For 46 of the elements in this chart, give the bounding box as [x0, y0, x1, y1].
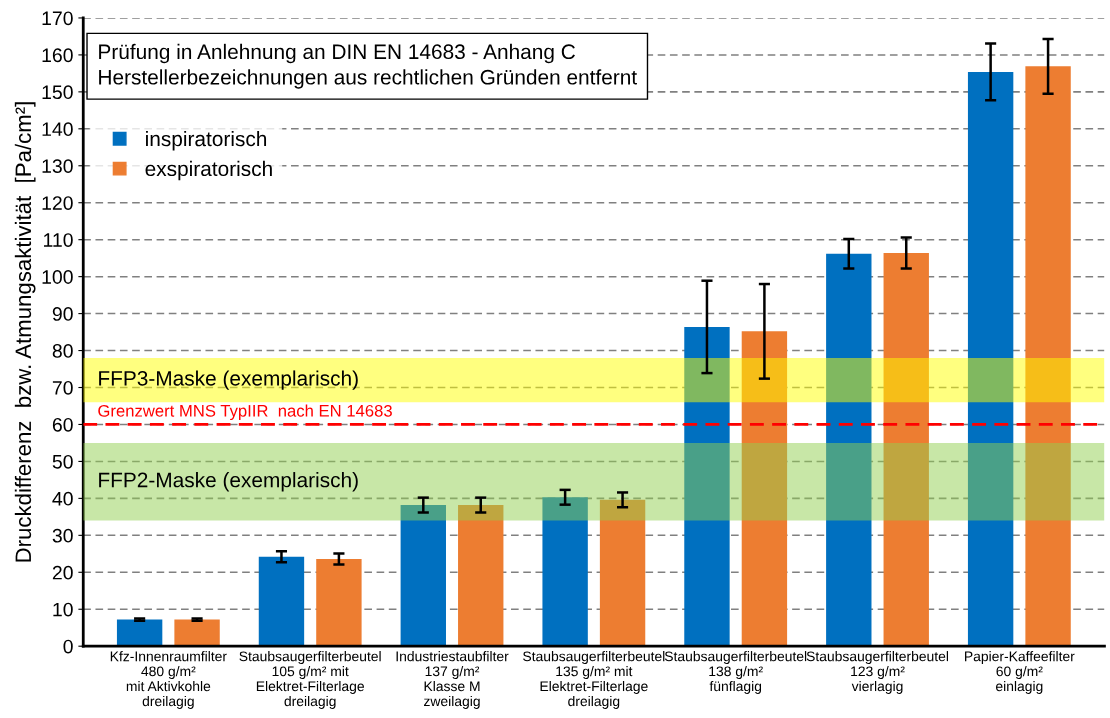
- bar: [826, 253, 872, 647]
- bar: [316, 558, 362, 647]
- y-tick-label: 10: [53, 602, 73, 617]
- legend-label: inspiratorisch: [146, 130, 267, 151]
- ref-line-label: Grenzwert MNS TypIIR nach EN 14683: [98, 404, 392, 421]
- bar: [1025, 66, 1071, 647]
- bar: [883, 252, 929, 647]
- y-tick-label: 80: [52, 344, 73, 358]
- legend-label: exspiratorisch: [145, 160, 272, 181]
- x-tick-label: Staubsaugerfilterbeutel 135 g/m² mit Elektret-Filterlage dreilagig: [523, 651, 665, 709]
- bar: [741, 331, 788, 647]
- annotation: Prüfung in Anlehnung an DIN EN 14683 - Anhang C Herstellerbezeichnungen aus rechtlichen Gründen entfernt: [99, 43, 637, 89]
- x-tick-label: Papier-Kaffeefilter 60 g/m² einlagig: [965, 651, 1075, 694]
- y-tick-label: 60: [52, 417, 73, 432]
- y-tick-label: 160: [42, 48, 73, 63]
- y-tick-label: 90: [52, 307, 73, 321]
- x-tick-label: Staubsaugerfilterbeutel 123 g/m² vierlagig: [806, 651, 949, 694]
- bar: [684, 326, 730, 647]
- y-tick-label: 100: [42, 270, 73, 284]
- y-axis-title: Druckdifferenz bzw. Atmungsaktivität [Pa/cm²]: [14, 102, 36, 562]
- y-tick-label: 70: [52, 380, 73, 395]
- bar: [599, 499, 646, 647]
- y-tick-label: 40: [52, 491, 73, 506]
- y-tick-label: 110: [44, 233, 73, 247]
- y-tick-label: 30: [52, 528, 73, 543]
- bar: [400, 505, 446, 647]
- x-tick-label: Staubsaugerfilterbeutel 105 g/m² mit Elektret-Filterlage dreilagig: [239, 651, 381, 709]
- y-tick-label: 170: [42, 11, 73, 26]
- bar: [258, 556, 305, 647]
- bar: [174, 619, 220, 647]
- y-tick-label: 150: [42, 85, 73, 100]
- bar: [542, 497, 588, 647]
- band-label: FFP2-Maske (exemplarisch): [99, 472, 358, 492]
- y-tick-label: 20: [52, 565, 73, 580]
- bar: [458, 505, 504, 647]
- y-tick-label: 50: [52, 454, 73, 469]
- bar: [967, 71, 1014, 647]
- y-tick-label: 140: [42, 122, 73, 137]
- x-tick-label: Staubsaugerfilterbeutel 138 g/m² fünflagig: [664, 651, 807, 694]
- x-tick-label: Kfz-Innenraumfilter 480 g/m² mit Aktivkohle dreilagig: [110, 651, 227, 709]
- bar: [116, 619, 163, 647]
- y-tick-label: 0: [63, 639, 73, 654]
- y-tick-label: 120: [42, 196, 73, 210]
- y-tick-label: 130: [42, 159, 73, 174]
- band-label: FFP3-Maske (exemplarisch): [99, 370, 358, 390]
- x-tick-label: Industriestaubfilter 137 g/m² Klasse M zweilagig: [396, 651, 509, 709]
